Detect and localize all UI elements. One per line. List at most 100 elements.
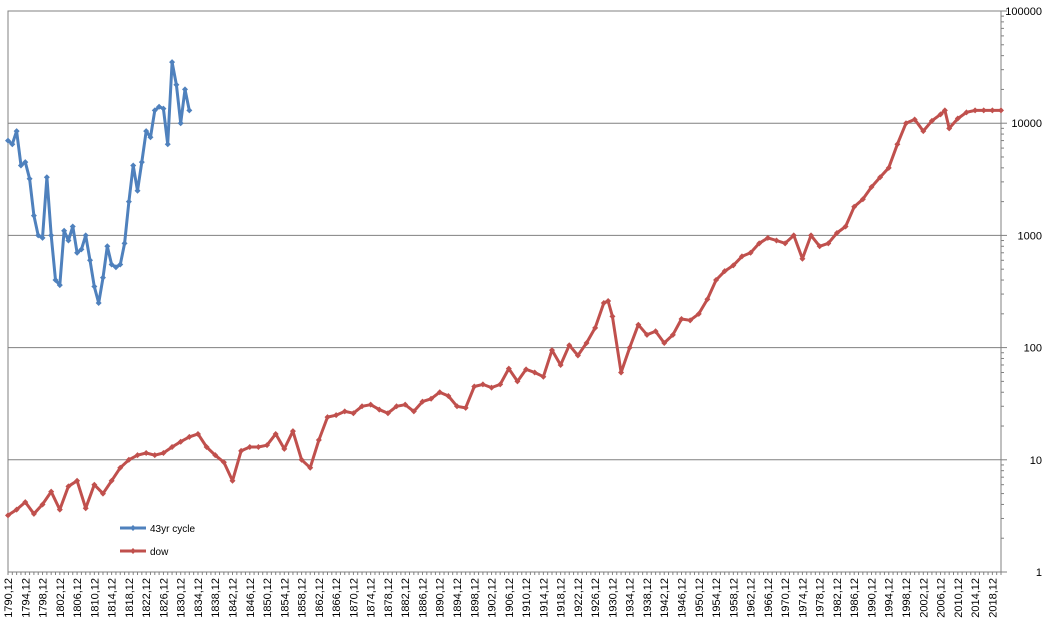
data-point [523, 366, 530, 373]
x-tick-label: 1790,12 [3, 578, 15, 618]
data-point [194, 430, 201, 437]
data-point [22, 499, 29, 506]
data-point [147, 134, 154, 141]
x-tick-label: 1986,12 [849, 578, 861, 618]
data-point [130, 162, 137, 169]
data-point [764, 234, 771, 241]
data-point [203, 444, 210, 451]
data-point [264, 442, 271, 449]
data-point [747, 249, 754, 256]
x-tick-label: 1858,12 [297, 578, 309, 618]
data-point [30, 212, 37, 219]
x-tick-label: 1922,12 [573, 578, 585, 618]
data-point [816, 243, 823, 250]
data-point [738, 253, 745, 260]
data-point [112, 264, 119, 271]
x-tick-label: 1874,12 [366, 578, 378, 618]
data-point [635, 321, 642, 328]
data-point [22, 159, 29, 166]
gridlines [7, 10, 1002, 573]
x-tick-label: 2002,12 [918, 578, 930, 618]
data-point [65, 483, 72, 490]
legend-item-43yr-cycle: 43yr cycle [120, 524, 195, 535]
data-point [903, 120, 910, 127]
x-tick-label: 1810,12 [89, 578, 101, 618]
data-point [894, 141, 901, 148]
data-point [307, 464, 314, 471]
data-point [108, 477, 115, 484]
data-point [790, 232, 797, 239]
data-point [65, 237, 72, 244]
data-point [721, 268, 728, 275]
data-point [91, 283, 98, 290]
data-point [609, 313, 616, 320]
data-point [359, 403, 366, 410]
x-tick-label: 2018,12 [987, 578, 999, 618]
data-point [169, 59, 176, 66]
data-point [74, 249, 81, 256]
data-point [868, 184, 875, 191]
data-point [384, 410, 391, 417]
data-point [212, 452, 219, 459]
data-point [514, 378, 521, 385]
x-tick-label: 1958,12 [728, 578, 740, 618]
data-point [173, 81, 180, 88]
data-point [104, 243, 111, 250]
x-tick-label: 1938,12 [642, 578, 654, 618]
y-tick-label: 10000 [1011, 118, 1042, 130]
data-point [39, 501, 46, 508]
data-point [833, 230, 840, 237]
y-tick-label: 1 [1036, 567, 1042, 579]
x-tick-label: 1794,12 [20, 578, 32, 618]
data-point [445, 393, 452, 400]
data-point [151, 452, 158, 459]
data-point [272, 430, 279, 437]
data-point [946, 125, 953, 132]
data-point [5, 512, 11, 519]
data-point [143, 128, 150, 135]
data-point [661, 339, 668, 346]
data-point [678, 315, 685, 322]
x-tick-label: 2006,12 [936, 578, 948, 618]
data-point [704, 296, 711, 303]
x-tick-label: 1902,12 [487, 578, 499, 618]
data-point [626, 344, 633, 351]
data-point [138, 159, 145, 166]
legend: 43yr cycle dow [120, 524, 195, 558]
data-point [436, 389, 443, 396]
x-tick-label: 1898,12 [469, 578, 481, 618]
x-tick-label: 1830,12 [176, 578, 188, 618]
x-tick-label: 1954,12 [711, 578, 723, 618]
x-tick-label: 1978,12 [815, 578, 827, 618]
data-point [592, 324, 599, 331]
data-point [160, 105, 167, 112]
data-point [928, 117, 935, 124]
x-tick-label: 1866,12 [331, 578, 343, 618]
data-point [825, 240, 832, 247]
data-point [954, 115, 961, 122]
data-point [229, 477, 236, 484]
x-tick-label: 1946,12 [677, 578, 689, 618]
data-point [695, 310, 702, 317]
data-point [713, 277, 720, 284]
x-tick-label: 1862,12 [314, 578, 326, 618]
x-tick-label: 1814,12 [107, 578, 119, 618]
data-point [911, 116, 918, 123]
data-point [48, 232, 55, 239]
data-point [842, 223, 849, 230]
x-tick-label: 1818,12 [124, 578, 136, 618]
data-point [963, 109, 970, 116]
series-43yr-cycle [5, 59, 193, 306]
data-point [151, 107, 158, 114]
x-tick-label: 1882,12 [400, 578, 412, 618]
x-tick-label: 1870,12 [348, 578, 360, 618]
data-point [566, 342, 573, 349]
data-point [859, 196, 866, 203]
data-point [52, 277, 59, 284]
x-tick-label: 1906,12 [504, 578, 516, 618]
data-point [980, 107, 987, 114]
series-layer [5, 59, 1004, 519]
data-point [505, 365, 512, 372]
data-point [367, 401, 374, 408]
